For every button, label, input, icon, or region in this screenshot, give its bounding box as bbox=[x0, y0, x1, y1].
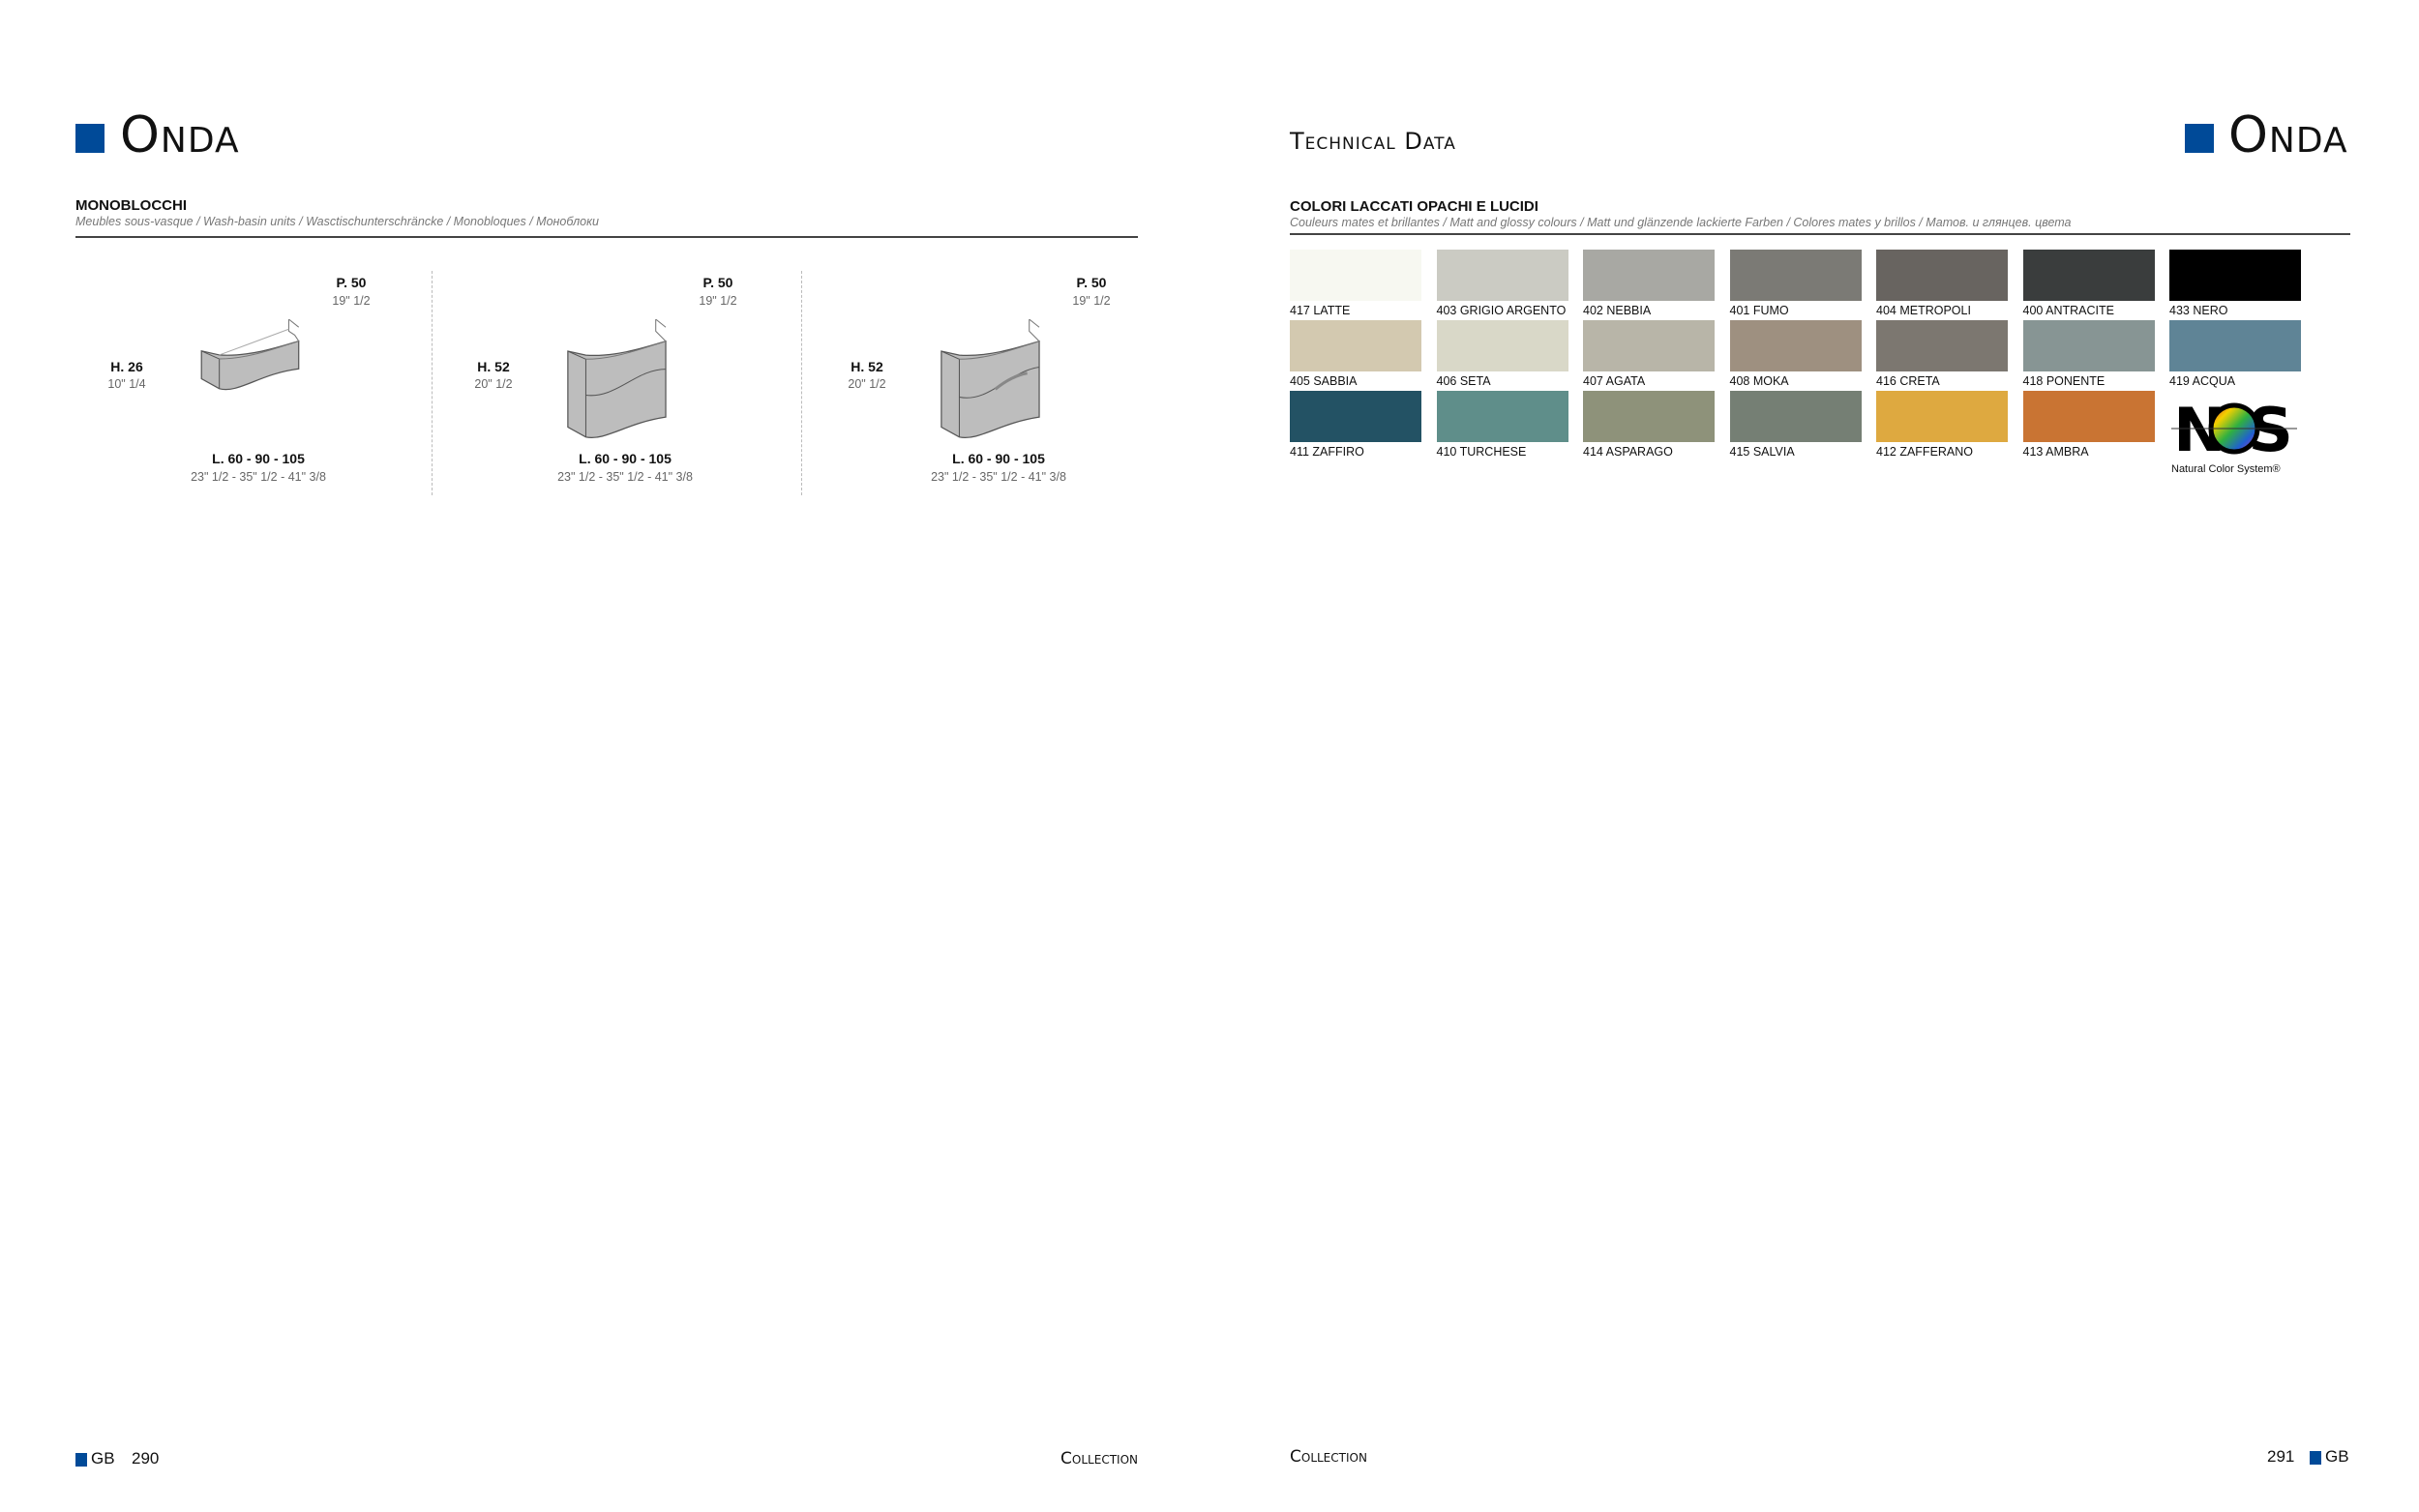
divider bbox=[1290, 233, 2350, 235]
ncs-logo-graphic: N S bbox=[2171, 395, 2297, 465]
color-swatch-label: 411 ZAFFIRO bbox=[1290, 445, 1364, 459]
color-swatch-label: 401 FUMO bbox=[1729, 304, 1789, 317]
section-subtitle: Meubles sous-vasque / Wash-basin units /… bbox=[75, 215, 599, 228]
ncs-logo: N S Natural Color System® bbox=[2171, 395, 2297, 475]
color-swatch bbox=[2169, 320, 2301, 371]
section-subtitle: Couleurs mates et brillantes / Matt and … bbox=[1290, 216, 2072, 229]
color-swatch-label: 403 GRIGIO ARGENTO bbox=[1436, 304, 1567, 317]
color-swatch-label: 408 MOKA bbox=[1729, 374, 1789, 388]
cabinet-drawing bbox=[200, 319, 300, 391]
height-inches: 10" 1/4 bbox=[107, 377, 146, 391]
section-title: COLORI LACCATI OPACHI E LUCIDI bbox=[1290, 198, 1538, 215]
width-label: L. 60 - 90 - 105 bbox=[212, 451, 305, 466]
lang-square-icon bbox=[75, 1453, 87, 1467]
color-swatch-label: 402 NEBBIA bbox=[1583, 304, 1652, 317]
column-divider bbox=[432, 271, 433, 495]
depth-label: P. 50 bbox=[336, 275, 367, 290]
page-number: 290 bbox=[132, 1449, 160, 1468]
color-swatch-label: 415 SALVIA bbox=[1729, 445, 1795, 459]
footer-lang: GB bbox=[91, 1449, 115, 1468]
footer-lang: GB bbox=[2325, 1447, 2349, 1466]
height-inches: 20" 1/2 bbox=[848, 377, 886, 391]
depth-inches: 19" 1/2 bbox=[699, 294, 737, 308]
color-swatch bbox=[1583, 391, 1715, 442]
color-swatch bbox=[1436, 320, 1568, 371]
brand-square-icon bbox=[75, 124, 105, 153]
color-swatch-label: 433 NERO bbox=[2169, 304, 2228, 317]
color-swatch-label: 418 PONENTE bbox=[2022, 374, 2105, 388]
brand-title: Onda bbox=[120, 106, 240, 164]
depth-inches: 19" 1/2 bbox=[332, 294, 371, 308]
technical-data-header: Technical Data bbox=[1290, 128, 1456, 155]
color-swatch bbox=[1729, 391, 1862, 442]
color-swatch bbox=[2022, 320, 2155, 371]
color-swatch bbox=[1583, 320, 1715, 371]
width-inches: 23" 1/2 - 35" 1/2 - 41" 3/8 bbox=[931, 470, 1066, 484]
color-swatch-label: 407 AGATA bbox=[1583, 374, 1646, 388]
page-number: 291 bbox=[2267, 1447, 2295, 1466]
color-swatch bbox=[1729, 250, 1862, 301]
color-swatch bbox=[1436, 250, 1568, 301]
color-swatch bbox=[1290, 391, 1421, 442]
ncs-caption: Natural Color System® bbox=[2171, 463, 2281, 475]
color-swatch bbox=[1290, 250, 1421, 301]
cabinet-drawing bbox=[941, 319, 1041, 439]
color-swatch bbox=[1436, 391, 1568, 442]
column-divider bbox=[801, 271, 802, 495]
color-swatch-label: 417 LATTE bbox=[1290, 304, 1351, 317]
width-inches: 23" 1/2 - 35" 1/2 - 41" 3/8 bbox=[191, 470, 326, 484]
height-label: H. 52 bbox=[851, 359, 883, 374]
height-label: H. 26 bbox=[110, 359, 143, 374]
depth-label: P. 50 bbox=[1076, 275, 1107, 290]
height-inches: 20" 1/2 bbox=[474, 377, 513, 391]
color-swatch bbox=[1729, 320, 1862, 371]
color-swatch-label: 400 ANTRACITE bbox=[2022, 304, 2114, 317]
depth-label: P. 50 bbox=[702, 275, 733, 290]
color-swatch-label: 406 SETA bbox=[1436, 374, 1491, 388]
color-swatch-label: 404 METROPOLI bbox=[1876, 304, 1971, 317]
brand-title: Onda bbox=[2228, 106, 2348, 164]
depth-inches: 19" 1/2 bbox=[1072, 294, 1111, 308]
color-swatch bbox=[2169, 250, 2301, 301]
width-inches: 23" 1/2 - 35" 1/2 - 41" 3/8 bbox=[557, 470, 693, 484]
lang-square-icon bbox=[2310, 1451, 2321, 1465]
color-swatch bbox=[1583, 250, 1715, 301]
color-swatch bbox=[1876, 391, 2008, 442]
color-swatch-label: 413 AMBRA bbox=[2022, 445, 2089, 459]
width-label: L. 60 - 90 - 105 bbox=[952, 451, 1045, 466]
color-swatch-label: 405 SABBIA bbox=[1290, 374, 1358, 388]
footer-collection: Collection bbox=[1060, 1449, 1138, 1468]
color-swatch-label: 414 ASPARAGO bbox=[1583, 445, 1673, 459]
color-swatch bbox=[2022, 250, 2155, 301]
footer-collection: Collection bbox=[1290, 1447, 1367, 1467]
color-swatch bbox=[1290, 320, 1421, 371]
color-swatch-label: 410 TURCHESE bbox=[1436, 445, 1527, 459]
width-label: L. 60 - 90 - 105 bbox=[579, 451, 672, 466]
color-swatch-label: 419 ACQUA bbox=[2169, 374, 2236, 388]
section-title: MONOBLOCCHI bbox=[75, 197, 187, 214]
brand-square-icon bbox=[2185, 124, 2214, 153]
divider bbox=[75, 236, 1138, 238]
color-swatch bbox=[2022, 391, 2155, 442]
cabinet-drawing bbox=[567, 319, 668, 439]
height-label: H. 52 bbox=[477, 359, 510, 374]
color-swatch-label: 412 ZAFFERANO bbox=[1876, 445, 1974, 459]
color-swatch-label: 416 CRETA bbox=[1876, 374, 1940, 388]
color-swatch bbox=[1876, 320, 2008, 371]
color-swatch bbox=[1876, 250, 2008, 301]
